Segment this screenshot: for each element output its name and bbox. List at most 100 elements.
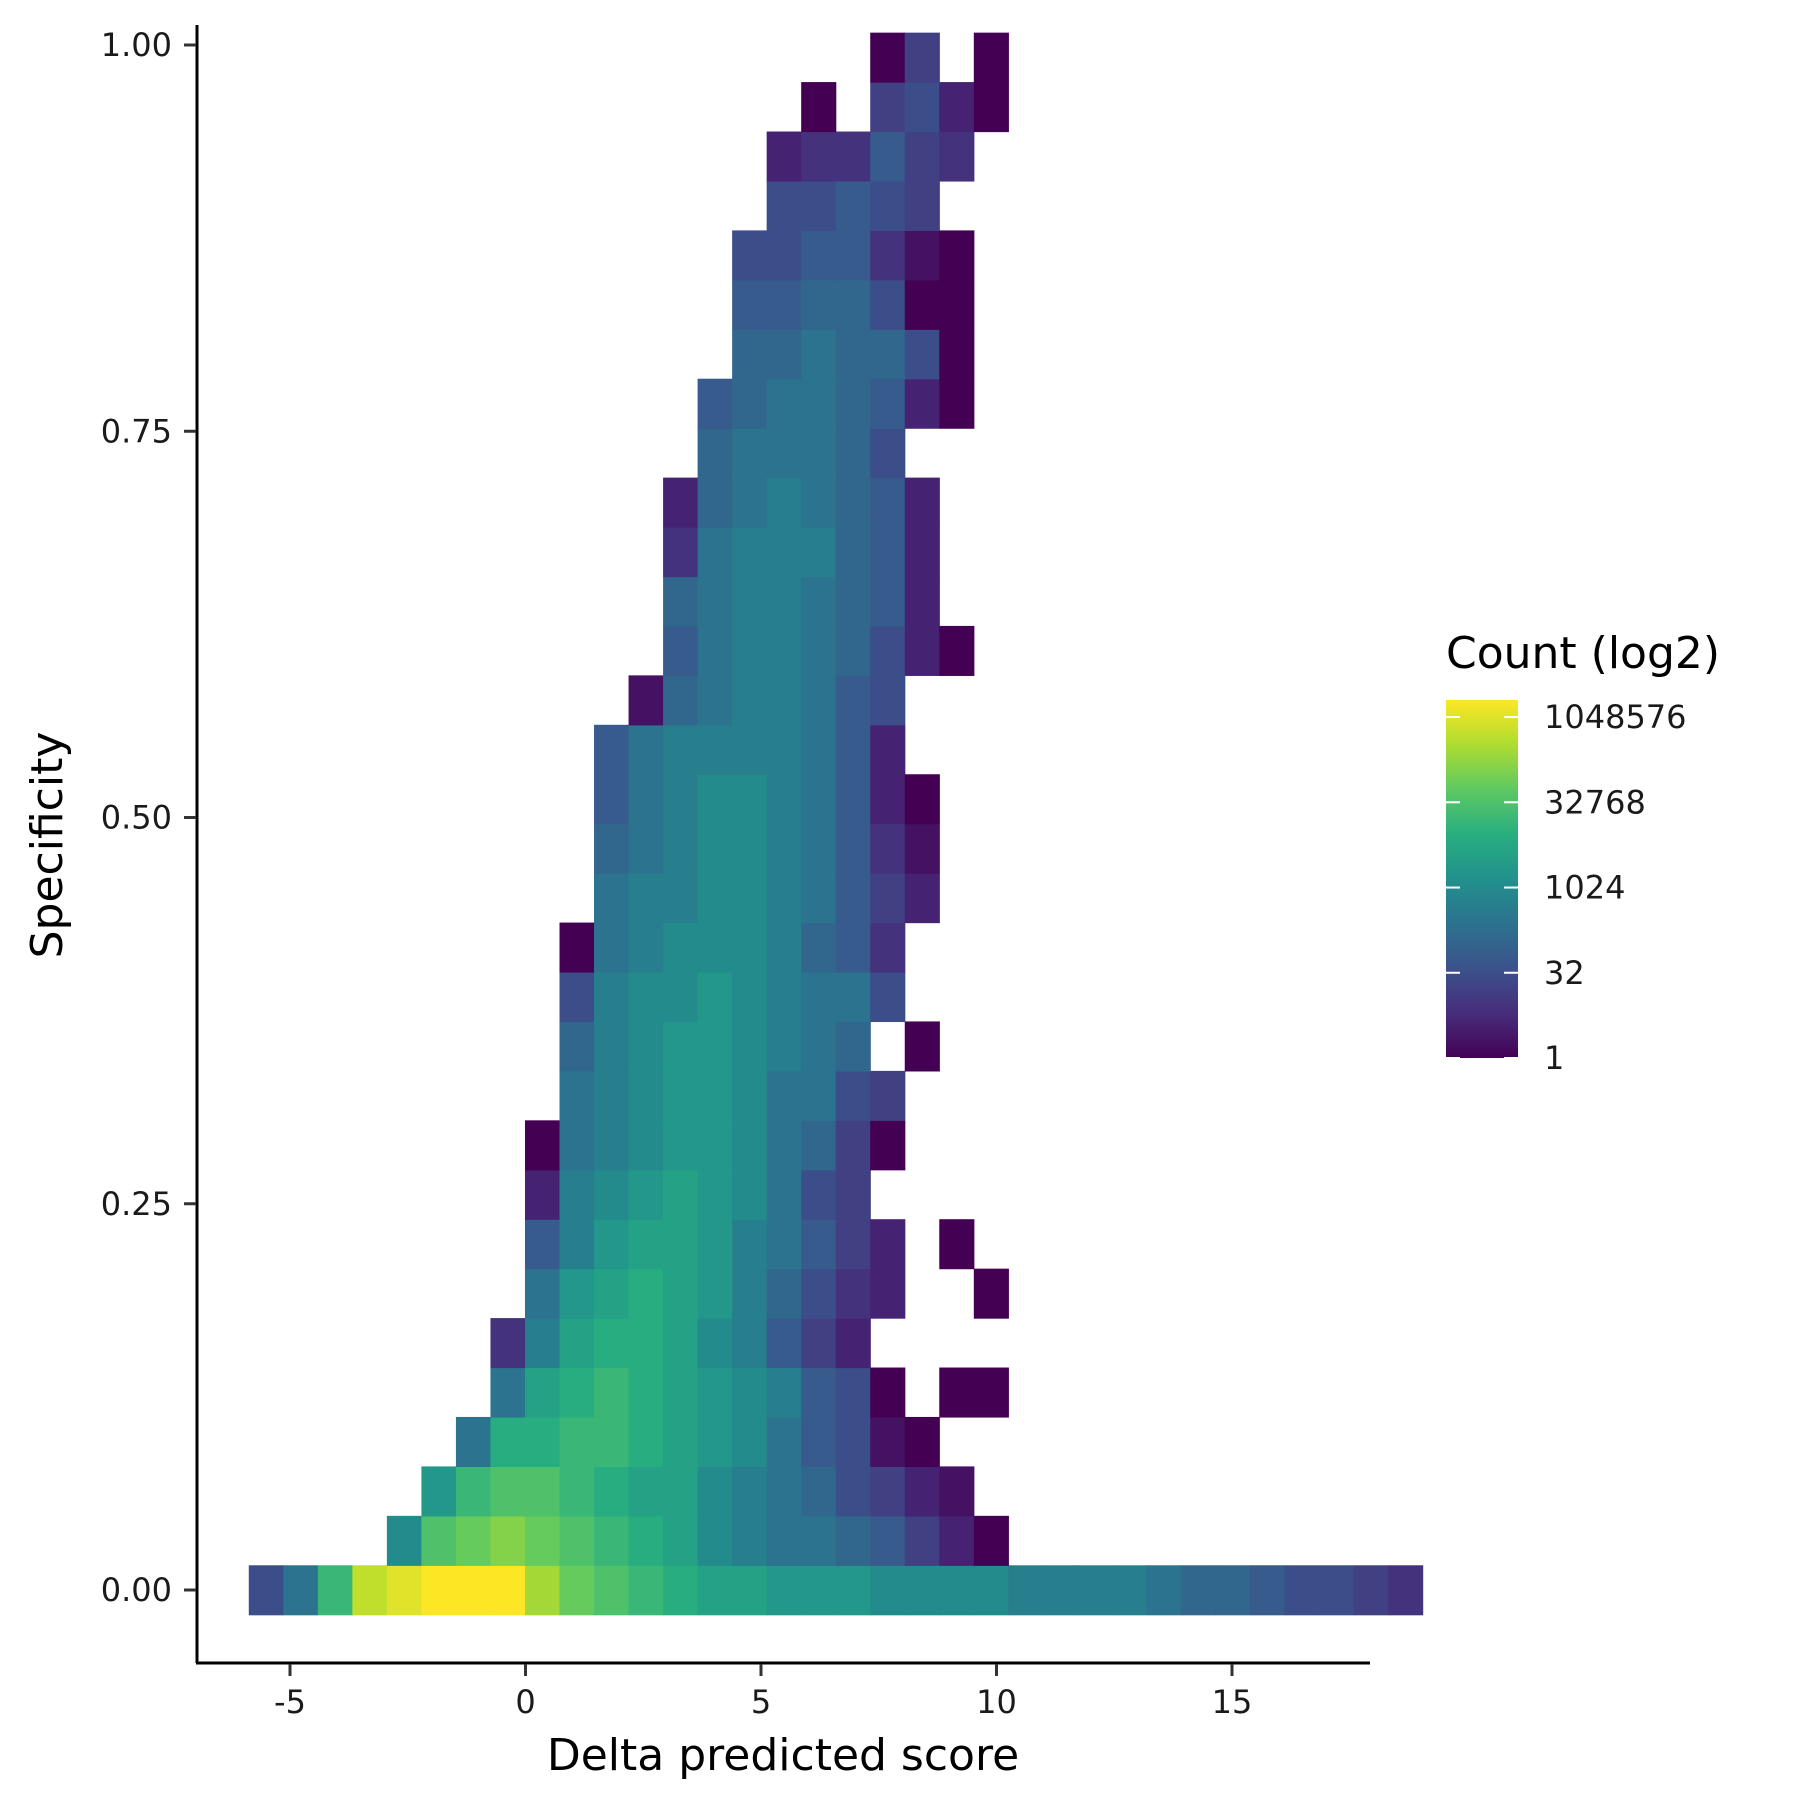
heatmap-cell (732, 527, 768, 578)
heatmap-cell (1008, 1565, 1044, 1616)
heatmap-cell (801, 1021, 837, 1072)
heatmap-cell (766, 675, 802, 726)
heatmap-cell (801, 1565, 837, 1616)
heatmap-cell (835, 1169, 871, 1220)
heatmap-cell (663, 625, 699, 676)
heatmap-cell (870, 576, 906, 627)
heatmap-cell (766, 576, 802, 627)
heatmap-cell (594, 1318, 630, 1369)
heatmap-cell (835, 675, 871, 726)
heatmap-cell (870, 180, 906, 231)
heatmap-cell (524, 1268, 561, 1319)
heatmap-cell (732, 823, 768, 874)
heatmap-cell (663, 1021, 699, 1072)
heatmap-cell (835, 1021, 871, 1072)
heatmap-cell (628, 1318, 664, 1369)
heatmap-cell (835, 1070, 871, 1121)
x-tick-label: 15 (1212, 1683, 1253, 1721)
heatmap-cell (628, 675, 664, 726)
heatmap-cell (524, 1515, 561, 1566)
heatmap-cell (835, 972, 871, 1023)
heatmap-cell (732, 576, 768, 627)
heatmap-cell (801, 576, 837, 627)
legend-break-label: 32768 (1544, 783, 1646, 821)
heatmap-cell (732, 230, 768, 281)
heatmap-cell (628, 774, 664, 825)
heatmap-cell (1077, 1565, 1113, 1616)
heatmap-cell (559, 1120, 595, 1171)
heatmap-cell (870, 1268, 906, 1319)
heatmap-cell (594, 1416, 630, 1467)
heatmap-cell (663, 873, 699, 924)
heatmap-cell (697, 1565, 733, 1616)
heatmap-cell (1388, 1565, 1424, 1616)
heatmap-cell (939, 230, 975, 281)
heatmap-cell (663, 576, 699, 627)
heatmap-cell (732, 329, 768, 380)
heatmap-cell (904, 1416, 940, 1467)
heatmap-cell (904, 180, 940, 231)
heatmap-cell (939, 1219, 975, 1270)
heatmap-cell (870, 32, 906, 83)
heatmap-cell (697, 823, 733, 874)
heatmap-cell (766, 477, 802, 528)
heatmap-cell (455, 1565, 492, 1616)
heatmap-cell (973, 82, 1009, 133)
heatmap-cell (455, 1416, 492, 1467)
heatmap-cell (732, 1268, 768, 1319)
heatmap-cell (801, 972, 837, 1023)
heatmap-cell (628, 1565, 664, 1616)
heatmap-cells (248, 32, 1424, 1616)
heatmap-cell (904, 230, 940, 281)
heatmap-cell (697, 1120, 733, 1171)
heatmap-cell (870, 1565, 906, 1616)
heatmap-cell (663, 1318, 699, 1369)
heatmap-cell (697, 527, 733, 578)
heatmap-cell (524, 1466, 561, 1517)
heatmap-cell (835, 1268, 871, 1319)
y-tick-label: 0.25 (101, 1185, 172, 1223)
heatmap-cell (835, 279, 871, 330)
heatmap-cell (904, 131, 940, 182)
heatmap-cell (628, 1219, 664, 1270)
heatmap-cell (663, 724, 699, 775)
legend-break-label: 1024 (1544, 869, 1625, 907)
heatmap-cell (801, 1120, 837, 1171)
heatmap-cell (663, 1367, 699, 1418)
heatmap-cell (801, 1515, 837, 1566)
heatmap-cell (766, 1070, 802, 1121)
heatmap-cell (628, 1466, 664, 1517)
heatmap-cell (904, 527, 940, 578)
heatmap-cell (870, 378, 906, 429)
heatmap-cell (421, 1466, 457, 1517)
heatmap-cell (870, 428, 906, 479)
color-legend: Count (log2) 1 32 1024 32768 1048576 (1446, 628, 1720, 1077)
heatmap-cell (870, 774, 906, 825)
heatmap-cell (594, 1120, 630, 1171)
heatmap-cell (732, 1367, 768, 1418)
heatmap-cell (421, 1565, 457, 1616)
heatmap-cell (732, 428, 768, 479)
heatmap-cell (870, 1367, 906, 1418)
heatmap-cell (697, 378, 733, 429)
heatmap-cell (559, 1268, 595, 1319)
heatmap-cell (697, 675, 733, 726)
heatmap-cell (732, 873, 768, 924)
heatmap-cell (594, 1515, 630, 1566)
heatmap-cell (939, 82, 975, 133)
heatmap-cell (904, 625, 940, 676)
heatmap-cell (801, 1318, 837, 1369)
heatmap-cell (663, 675, 699, 726)
heatmap-cell (732, 1219, 768, 1270)
heatmap-cell (870, 1416, 906, 1467)
heatmap-cell (801, 82, 837, 133)
heatmap-cell (559, 1021, 595, 1072)
heatmap-cell (801, 378, 837, 429)
heatmap-cell (732, 1169, 768, 1220)
heatmap-cell (973, 1268, 1009, 1319)
heatmap-cell (697, 1070, 733, 1121)
heatmap-cell (697, 1515, 733, 1566)
heatmap-cell (1042, 1565, 1078, 1616)
heatmap-cell (870, 972, 906, 1023)
